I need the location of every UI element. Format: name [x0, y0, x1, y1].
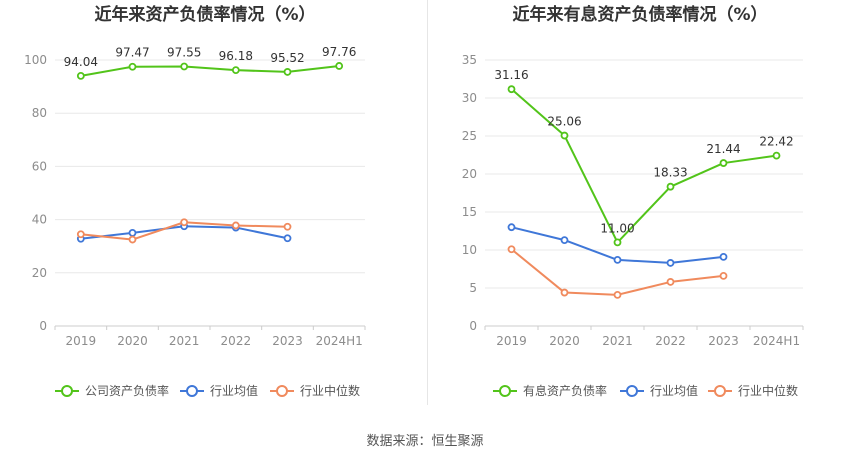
data-point [719, 271, 728, 280]
y-tick-label: 30 [462, 91, 477, 105]
chart-title: 近年来有息资产负债率情况（%） [512, 4, 767, 25]
data-point [231, 66, 240, 75]
x-tick-label: 2020 [549, 334, 580, 348]
data-label: 18.33 [653, 166, 687, 180]
x-tick-label: 2022 [221, 334, 252, 348]
x-tick-label: 2019 [66, 334, 97, 348]
data-label: 21.44 [706, 142, 740, 156]
y-tick-label: 60 [32, 159, 47, 173]
data-point [283, 222, 292, 231]
y-tick-label: 80 [32, 106, 47, 120]
y-tick-label: 35 [462, 53, 477, 67]
legend-marker [499, 385, 511, 397]
y-tick-label: 0 [39, 319, 47, 333]
y-tick-label: 20 [32, 266, 47, 280]
data-point [613, 290, 622, 299]
legend-label: 行业中位数 [738, 383, 798, 398]
data-point [560, 236, 569, 245]
series-line [80, 64, 340, 77]
data-point [283, 68, 292, 76]
x-tick-label: 2024H1 [316, 334, 363, 348]
x-tick-label: 2019 [496, 334, 527, 348]
data-source-note: 数据来源：恒生聚源 [366, 434, 484, 449]
data-label: 31.16 [494, 68, 528, 82]
y-tick-label: 15 [462, 205, 477, 219]
legend-marker [276, 385, 288, 397]
legend-marker [186, 385, 198, 397]
data-point [507, 85, 516, 94]
data-point [335, 62, 344, 70]
x-tick-label: 2020 [117, 334, 148, 348]
y-tick-label: 20 [462, 167, 477, 181]
legend-marker [714, 385, 726, 397]
data-label: 25.06 [547, 115, 581, 129]
data-point [180, 218, 189, 227]
y-tick-label: 40 [32, 213, 47, 227]
legend-label: 有息资产负债率 [523, 383, 607, 398]
data-label: 97.76 [322, 45, 356, 59]
legend-label: 行业均值 [210, 383, 258, 398]
x-tick-label: 2024H1 [753, 334, 800, 348]
y-tick-label: 100 [24, 53, 47, 67]
data-point [772, 151, 781, 160]
data-point [128, 228, 137, 237]
data-label: 22.42 [759, 135, 793, 149]
legend-marker [626, 385, 638, 397]
data-point [128, 62, 137, 71]
data-point [560, 131, 569, 140]
data-point [128, 235, 137, 244]
y-tick-label: 5 [469, 281, 477, 295]
data-point [613, 255, 622, 264]
data-label: 97.55 [167, 46, 201, 60]
data-point [719, 252, 728, 261]
data-point [76, 71, 85, 80]
x-tick-label: 2021 [169, 334, 200, 348]
data-point [507, 223, 516, 232]
x-tick-label: 2022 [655, 334, 686, 348]
series-line [510, 88, 777, 244]
data-point [283, 234, 292, 243]
y-tick-label: 0 [469, 319, 477, 333]
data-point [719, 159, 728, 167]
data-label: 95.52 [270, 51, 304, 65]
data-point [666, 278, 675, 286]
data-label: 97.47 [115, 46, 149, 60]
data-label: 96.18 [219, 49, 253, 63]
chart-divider [427, 0, 428, 405]
data-label: 94.04 [64, 55, 98, 69]
data-point [76, 230, 85, 239]
x-tick-label: 2023 [272, 334, 303, 348]
chart-title: 近年来资产负债率情况（%） [94, 4, 315, 25]
legend-label: 行业均值 [650, 383, 698, 398]
data-point [666, 259, 675, 267]
data-label: 11.00 [600, 221, 634, 235]
data-point [666, 182, 675, 191]
y-tick-label: 25 [462, 129, 477, 143]
data-point [613, 238, 622, 247]
y-tick-label: 10 [462, 243, 477, 257]
data-point [231, 221, 240, 230]
legend-label: 行业中位数 [300, 383, 360, 398]
legend-label: 公司资产负债率 [85, 383, 169, 398]
data-point [560, 288, 569, 297]
data-point [180, 62, 189, 71]
x-tick-label: 2021 [602, 334, 633, 348]
data-point [507, 245, 516, 254]
legend-marker [61, 385, 73, 397]
x-tick-label: 2023 [708, 334, 739, 348]
